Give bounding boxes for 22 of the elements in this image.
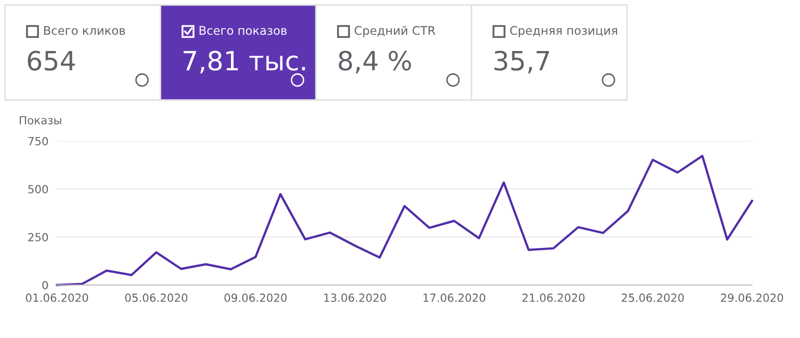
- text: Всего показов: [200, 26, 287, 35]
- text: 35,7: [494, 50, 549, 74]
- text: 8,4 %: [338, 50, 411, 74]
- x-tick-label: 09.06.2020: [224, 294, 287, 302]
- y-axis-title: Показы: [20, 116, 62, 124]
- x-tick-label: 29.06.2020: [721, 294, 784, 302]
- y-tick-label: 250: [28, 232, 48, 242]
- y-tick-label: 750: [28, 136, 48, 146]
- x-tick-label: 13.06.2020: [324, 294, 386, 302]
- y-tick-label: 0: [42, 280, 48, 290]
- x-tick-label: 21.06.2020: [522, 294, 584, 302]
- text: 654: [28, 50, 75, 71]
- x-tick-label: 17.06.2020: [424, 294, 486, 302]
- x-tick-label: 05.06.2020: [125, 294, 188, 302]
- line-series: [56, 154, 754, 286]
- x-tick-label: 01.06.2020: [26, 294, 88, 302]
- text: 7,81 тыс.: [184, 50, 305, 74]
- text: Средняя позиция: [510, 26, 618, 38]
- text: Средний CTR: [354, 26, 436, 38]
- x-tick-label: 25.06.2020: [622, 294, 684, 302]
- text: Всего кликов: [44, 26, 125, 35]
- y-tick-label: 500: [28, 184, 48, 194]
